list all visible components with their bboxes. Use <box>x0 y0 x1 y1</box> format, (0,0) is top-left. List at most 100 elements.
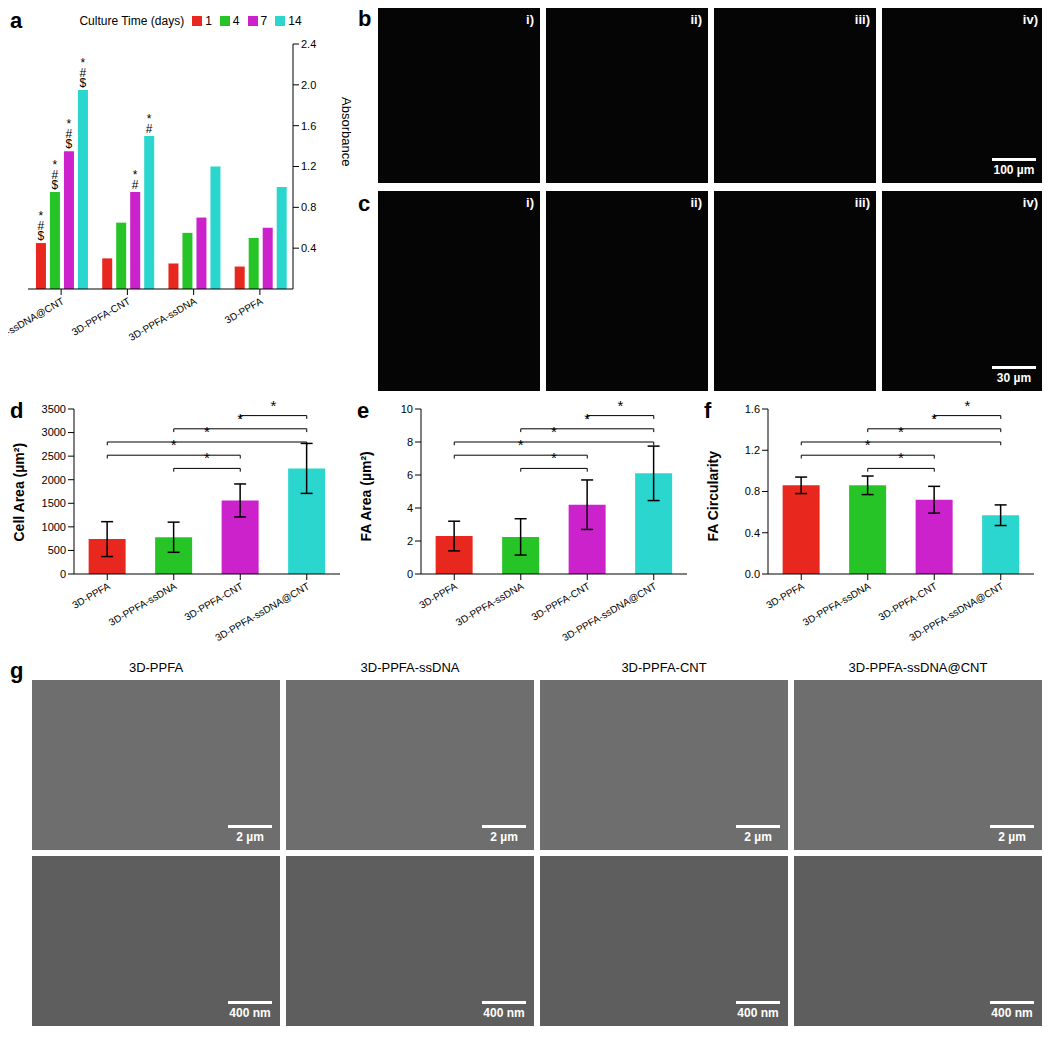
svg-text:*: * <box>584 410 590 427</box>
svg-text:*: * <box>618 401 624 414</box>
svg-text:2: 2 <box>407 535 413 547</box>
html-text:3D-PPFA-ssDNA: 3D-PPFA-ssDNA <box>360 660 460 675</box>
html-text:Culture Time (days): Culture Time (days) <box>79 14 185 28</box>
html-text:14: 14 <box>288 14 302 28</box>
svg-text:1000: 1000 <box>42 521 66 533</box>
svg-text:3D-PPFA: 3D-PPFA <box>70 580 112 611</box>
html-text:1: 1 <box>205 14 212 28</box>
svg-text:*#: *# <box>132 168 139 192</box>
svg-text:3D-PPFA-ssDNA: 3D-PPFA-ssDNA <box>107 580 179 628</box>
html-text:30 µm: 30 µm <box>996 371 1032 385</box>
svg-text:4: 4 <box>407 502 413 514</box>
svg-text:8: 8 <box>407 436 413 448</box>
svg-text:*: * <box>965 401 971 414</box>
svg-text:*#$: *#$ <box>38 209 45 243</box>
svg-text:3D-PPFA-CNT: 3D-PPFA-CNT <box>70 295 132 337</box>
svg-text:2.4: 2.4 <box>301 38 316 50</box>
html-text:g: g <box>10 658 24 683</box>
html-text:iv): iv) <box>1022 195 1038 210</box>
svg-text:6: 6 <box>407 469 413 481</box>
svg-text:3D-PPFA-ssDNA@CNT: 3D-PPFA-ssDNA@CNT <box>8 295 66 358</box>
html-text:ii): ii) <box>690 12 702 27</box>
svg-text:3D-PPFA-ssDNA: 3D-PPFA-ssDNA <box>454 580 526 628</box>
html-text:3D-PPFA: 3D-PPFA <box>128 660 184 675</box>
html-text:c: c <box>358 191 371 216</box>
svg-text:3D-PPFA-ssDNA: 3D-PPFA-ssDNA <box>801 580 873 628</box>
svg-text:*: * <box>931 410 937 427</box>
svg-text:3D-PPFA: 3D-PPFA <box>223 295 265 326</box>
html-text:iii): iii) <box>854 12 870 27</box>
svg-text:3D-PPFA-CNT: 3D-PPFA-CNT <box>877 580 939 622</box>
svg-text:*#$: *#$ <box>66 117 73 151</box>
svg-text:*: * <box>204 449 210 466</box>
html-text:i): i) <box>526 12 534 27</box>
svg-text:3D-PPFA-ssDNA@CNT: 3D-PPFA-ssDNA@CNT <box>560 580 658 643</box>
svg-text:*: * <box>898 449 904 466</box>
html-text:400 nm: 400 nm <box>483 1006 525 1020</box>
html-text:a: a <box>10 8 23 33</box>
html-text:400 nm: 400 nm <box>737 1006 779 1020</box>
svg-text:2.0: 2.0 <box>301 79 316 91</box>
svg-text:FA Area (µm²): FA Area (µm²) <box>358 451 374 541</box>
svg-text:3000: 3000 <box>42 426 66 438</box>
svg-text:3D-PPFA-CNT: 3D-PPFA-CNT <box>530 580 592 622</box>
html-text:100 µm: 100 µm <box>993 163 1035 177</box>
svg-text:*: * <box>237 410 243 427</box>
html-text:2 µm: 2 µm <box>998 830 1026 844</box>
svg-text:*#$: *#$ <box>52 158 59 192</box>
svg-text:3D-PPFA: 3D-PPFA <box>417 580 459 611</box>
svg-text:*: * <box>204 423 210 440</box>
svg-text:0.0: 0.0 <box>745 568 760 580</box>
html-text:2 µm: 2 µm <box>236 830 264 844</box>
html-text:e: e <box>357 398 370 423</box>
svg-text:*: * <box>865 436 871 453</box>
svg-text:*: * <box>518 436 524 453</box>
svg-text:3D-PPFA: 3D-PPFA <box>764 580 806 611</box>
html-text:ii): ii) <box>690 195 702 210</box>
html-text:i): i) <box>526 195 534 210</box>
svg-text:0.8: 0.8 <box>301 201 316 213</box>
svg-text:*: * <box>551 423 557 440</box>
svg-text:3500: 3500 <box>42 403 66 415</box>
svg-text:*#$: *#$ <box>80 56 87 90</box>
svg-text:0.4: 0.4 <box>745 527 760 539</box>
svg-text:3D-PPFA-ssDNA@CNT: 3D-PPFA-ssDNA@CNT <box>213 580 311 643</box>
html-text:iv): iv) <box>1022 12 1038 27</box>
html-text:7: 7 <box>260 14 268 28</box>
svg-text:500: 500 <box>48 544 66 556</box>
svg-text:2500: 2500 <box>42 450 66 462</box>
svg-text:1.6: 1.6 <box>745 403 760 415</box>
svg-text:0.4: 0.4 <box>301 242 316 254</box>
html-text:2 µm: 2 µm <box>490 830 518 844</box>
svg-text:0: 0 <box>60 568 66 580</box>
html-text:iii): iii) <box>854 195 870 210</box>
svg-text:1.2: 1.2 <box>301 160 316 172</box>
svg-text:*: * <box>898 423 904 440</box>
html-text:3D-PPFA-CNT: 3D-PPFA-CNT <box>621 660 707 675</box>
svg-text:FA Circularity: FA Circularity <box>705 451 721 542</box>
svg-text:1.2: 1.2 <box>745 444 760 456</box>
html-text:2 µm: 2 µm <box>744 830 772 844</box>
svg-text:3D-PPFA-CNT: 3D-PPFA-CNT <box>183 580 245 622</box>
svg-text:1500: 1500 <box>42 497 66 509</box>
svg-text:*: * <box>171 436 177 453</box>
svg-text:3D-PPFA-ssDNA@CNT: 3D-PPFA-ssDNA@CNT <box>907 580 1005 643</box>
svg-text:10: 10 <box>401 403 413 415</box>
html-text:3D-PPFA-ssDNA@CNT: 3D-PPFA-ssDNA@CNT <box>848 660 988 675</box>
svg-text:1.6: 1.6 <box>301 120 316 132</box>
svg-text:3D-PPFA-ssDNA: 3D-PPFA-ssDNA <box>127 295 199 343</box>
svg-text:*: * <box>271 401 277 414</box>
html-text:d: d <box>10 398 24 423</box>
svg-text:Cell Area (µm²): Cell Area (µm²) <box>11 443 27 542</box>
svg-text:*: * <box>551 449 557 466</box>
svg-text:2000: 2000 <box>42 474 66 486</box>
html-text:400 nm: 400 nm <box>991 1006 1033 1020</box>
html-text:400 nm: 400 nm <box>229 1006 271 1020</box>
svg-text:0: 0 <box>407 568 413 580</box>
html-text:f: f <box>704 398 712 423</box>
html-text:4: 4 <box>232 14 240 28</box>
svg-text:*#: *# <box>146 112 153 136</box>
svg-text:0.8: 0.8 <box>745 485 760 497</box>
svg-text:Absorbance: Absorbance <box>339 97 353 166</box>
html-text:b: b <box>358 6 372 31</box>
